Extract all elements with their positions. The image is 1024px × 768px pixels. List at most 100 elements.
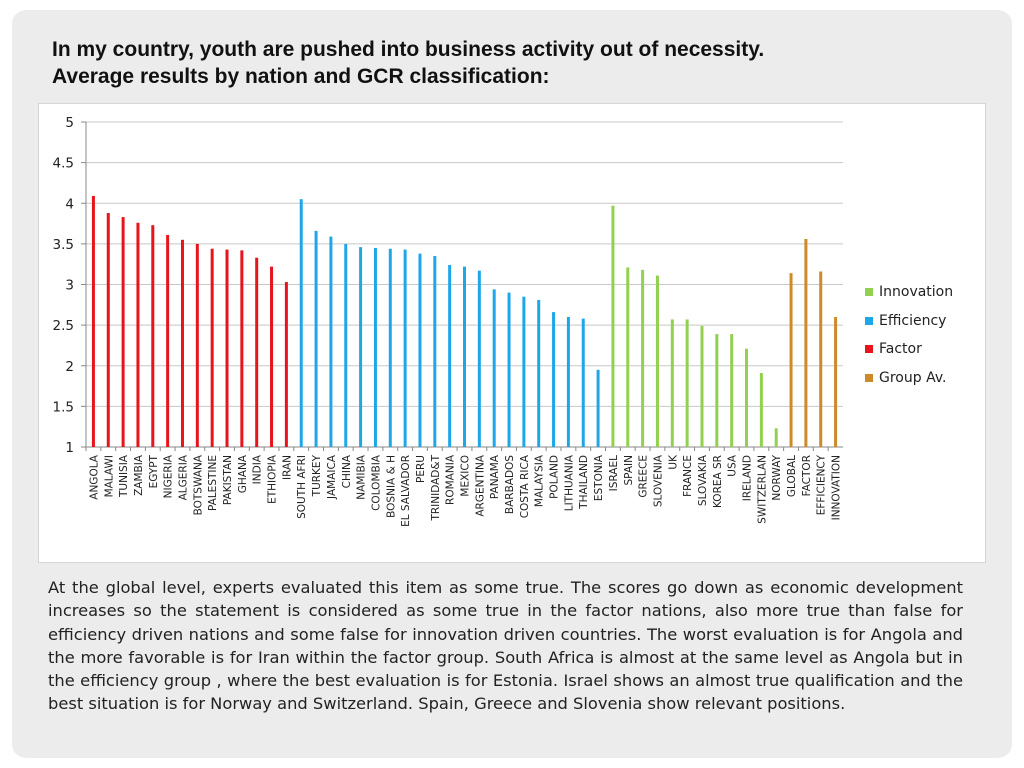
chart-area: 1 1.5 2 2.5 3 3.5 4 4.5 5 ANGOLA MALAWI TUNISIA ZAMB… [38,103,986,563]
bar-poland [552,312,556,447]
bar-jamaica [329,236,333,447]
bar-innovation [834,317,838,447]
x-tick-label: ISRAEL [608,455,620,491]
x-tick-label: NIGERIA [163,454,175,498]
bar-ghana [240,250,244,447]
bar-estonia [596,369,600,447]
bar-chart: 1 1.5 2 2.5 3 3.5 4 4.5 5 ANGOLA MALAWI TUNISIA ZAMB… [53,115,843,527]
x-tick-label: GLOBAL [786,455,798,497]
x-tick-label: SPAIN [623,455,635,485]
bar-trinidad-t [433,256,437,447]
x-tick-label: IRELAND [742,455,754,501]
chart-legend: Innovation Efficiency Factor Group Av. [865,278,980,392]
x-tick-label: SLOVENIA [652,454,664,507]
description-text: At the global level, experts evaluated t… [48,578,963,714]
bar-bosnia-h [388,248,392,447]
x-tick-label: POLAND [549,455,561,499]
x-tick-label: COSTA RICA [519,454,531,518]
legend-item-group-av: Group Av. [865,364,980,393]
bar-usa [730,334,734,447]
bar-norway [774,428,778,447]
x-tick-label: SOUTH AFRI [296,455,308,519]
bar-colombia [373,247,377,447]
legend-item-factor: Factor [865,335,980,364]
y-tick-label: 2 [65,359,74,375]
x-tick-label: FACTOR [801,455,813,496]
bar-south-afri [299,199,303,447]
bar-palestine [210,248,214,447]
x-tick-label: NORWAY [771,454,783,500]
x-tick-label: TRINIDAD&T [430,454,442,521]
bar-egypt [151,225,155,447]
legend-label-group-av: Group Av. [879,370,947,387]
bar-botswana [195,243,199,447]
x-tick-label: JAMAICA [326,454,338,500]
legend-label-innovation: Innovation [879,284,954,301]
bar-peru [418,253,422,447]
x-tick-label: IRAN [281,455,293,480]
bar-slovakia [700,325,704,447]
x-tick-label: ALGERIA [177,454,189,500]
bar-nigeria [166,234,170,447]
x-tick-label: GHANA [237,454,249,493]
bar-el-salvador [403,249,407,447]
y-tick-label: 1.5 [53,399,74,415]
bar-uk [670,319,674,447]
y-tick-label: 2.5 [53,318,74,334]
bar-israel [611,205,615,447]
y-tick-label: 3 [65,278,74,294]
x-tick-label: TUNISIA [118,454,130,498]
x-tick-label: EL SALVADOR [400,455,412,527]
x-tick-label: BOTSWANA [192,454,204,515]
bar-china [344,243,348,447]
x-tick-label: CHINA [341,454,353,488]
bar-barbados [507,292,511,447]
legend-swatch-efficiency [865,316,873,325]
x-tick-label: SWITZERLAN [756,455,768,524]
x-tick-label: EFFICIENCY [816,454,828,515]
x-tick-label: SLOVAKIA [697,454,709,506]
x-tick-label: MEXICO [460,455,472,497]
bar-mexico [463,266,466,447]
x-tick-label: LITHUANIA [563,454,575,511]
bar-pakistan [225,249,229,447]
x-tick-label: EGYPT [148,454,160,488]
x-tick-label: ARGENTINA [474,454,486,516]
x-tick-label: INDIA [252,454,264,484]
bar-argentina [477,270,481,447]
legend-swatch-innovation [865,288,873,297]
title-line-2: Average results by nation and GCR classi… [52,65,550,88]
bar-angola [91,195,95,447]
legend-item-efficiency: Efficiency [865,307,980,336]
x-tick-label: PALESTINE [207,455,219,511]
x-tick-label: ESTONIA [593,454,605,501]
x-tick-label: BOSNIA & H [385,455,397,518]
bar-ireland [745,348,749,447]
x-tick-label: KOREA SR [712,455,724,508]
bar-france [685,319,689,447]
x-tick-label: PAKISTAN [222,455,234,505]
x-tick-label: ZAMBIA [133,454,145,496]
bar-malawi [106,213,110,447]
y-tick-label: 4 [65,196,74,212]
y-tick-label: 5 [65,115,74,131]
x-tick-label: MALAWI [103,455,115,497]
bar-iran [284,282,288,447]
x-tick-label: INNOVATION [831,455,843,520]
x-tick-label: UK [667,454,679,470]
x-tick-label: BARBADOS [504,455,516,514]
bar-spain [626,267,630,447]
x-tick-label: PERU [415,455,427,483]
bar-factor [804,239,808,447]
bar-korea-sr [715,334,719,447]
x-tick-label: PANAMA [489,454,501,499]
bar-zambia [136,222,140,447]
bar-india [255,257,259,447]
bar-ethiopia [270,266,274,447]
legend-label-factor: Factor [879,341,922,358]
bar-lithuania [566,317,570,447]
y-tick-label: 4.5 [53,156,74,172]
bar-malaysia [537,299,541,447]
bar-panama [492,289,496,447]
bar-tunisia [121,217,125,447]
